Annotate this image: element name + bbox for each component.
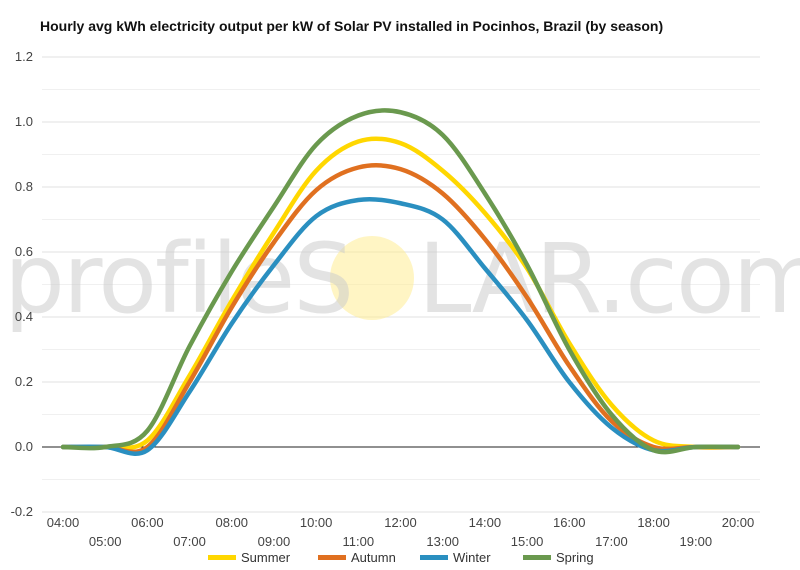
legend-item-spring: Spring (523, 550, 594, 565)
y-tick-label: -0.2 (11, 504, 33, 519)
series-line-autumn (60, 163, 741, 455)
y-tick-label: 0.6 (15, 244, 33, 259)
x-tick-label: 17:00 (595, 534, 628, 549)
legend-swatch (420, 555, 448, 560)
watermark-text-right: LAR.com (418, 223, 800, 335)
y-axis-ticks: -0.2 0.0 0.2 0.4 0.6 0.8 1.0 1.2 (11, 49, 33, 519)
watermark: profileS LAR.com (4, 223, 800, 335)
legend-item-autumn: Autumn (318, 550, 396, 565)
series-line-spring (60, 108, 741, 455)
x-tick-label: 13:00 (426, 534, 459, 549)
x-tick-label: 11:00 (343, 534, 375, 549)
y-tick-label: 0.4 (15, 309, 33, 324)
y-tick-label: 0.2 (15, 374, 33, 389)
legend-label: Winter (453, 550, 491, 565)
x-tick-label: 15:00 (511, 534, 544, 549)
y-tick-label: 0.0 (15, 439, 33, 454)
legend-label: Autumn (351, 550, 396, 565)
y-tick-label: 1.2 (15, 49, 33, 64)
x-axis-ticks: 04:00 05:00 06:00 07:00 08:00 09:00 10:00 11:00… (47, 515, 755, 549)
x-tick-label: 16:00 (553, 515, 586, 530)
x-tick-label: 07:00 (173, 534, 206, 549)
legend-label: Summer (241, 550, 291, 565)
x-tick-label: 10:00 (300, 515, 333, 530)
watermark-text-left: profileS (4, 223, 352, 335)
legend-label: Spring (556, 550, 594, 565)
x-tick-label: 05:00 (89, 534, 122, 549)
x-tick-label: 12:00 (384, 515, 417, 530)
x-tick-label: 19:00 (680, 534, 713, 549)
x-tick-label: 18:00 (637, 515, 670, 530)
watermark-sun (330, 236, 414, 320)
x-tick-label: 09:00 (258, 534, 291, 549)
series-line-summer (60, 136, 741, 451)
legend-swatch (208, 555, 236, 560)
x-tick-label: 20:00 (722, 515, 755, 530)
series-lines (60, 108, 741, 456)
series-line-winter (60, 196, 741, 456)
x-tick-label: 14:00 (469, 515, 502, 530)
chart-title: Hourly avg kWh electricity output per kW… (40, 18, 664, 34)
legend-item-summer: Summer (208, 550, 291, 565)
y-tick-label: 1.0 (15, 114, 33, 129)
y-tick-label: 0.8 (15, 179, 33, 194)
legend-item-winter: Winter (420, 550, 491, 565)
legend-swatch (318, 555, 346, 560)
legend: Summer Autumn Winter Spring (208, 550, 594, 565)
x-tick-label: 06:00 (131, 515, 164, 530)
x-tick-label: 08:00 (215, 515, 248, 530)
legend-swatch (523, 555, 551, 560)
x-tick-label: 04:00 (47, 515, 80, 530)
